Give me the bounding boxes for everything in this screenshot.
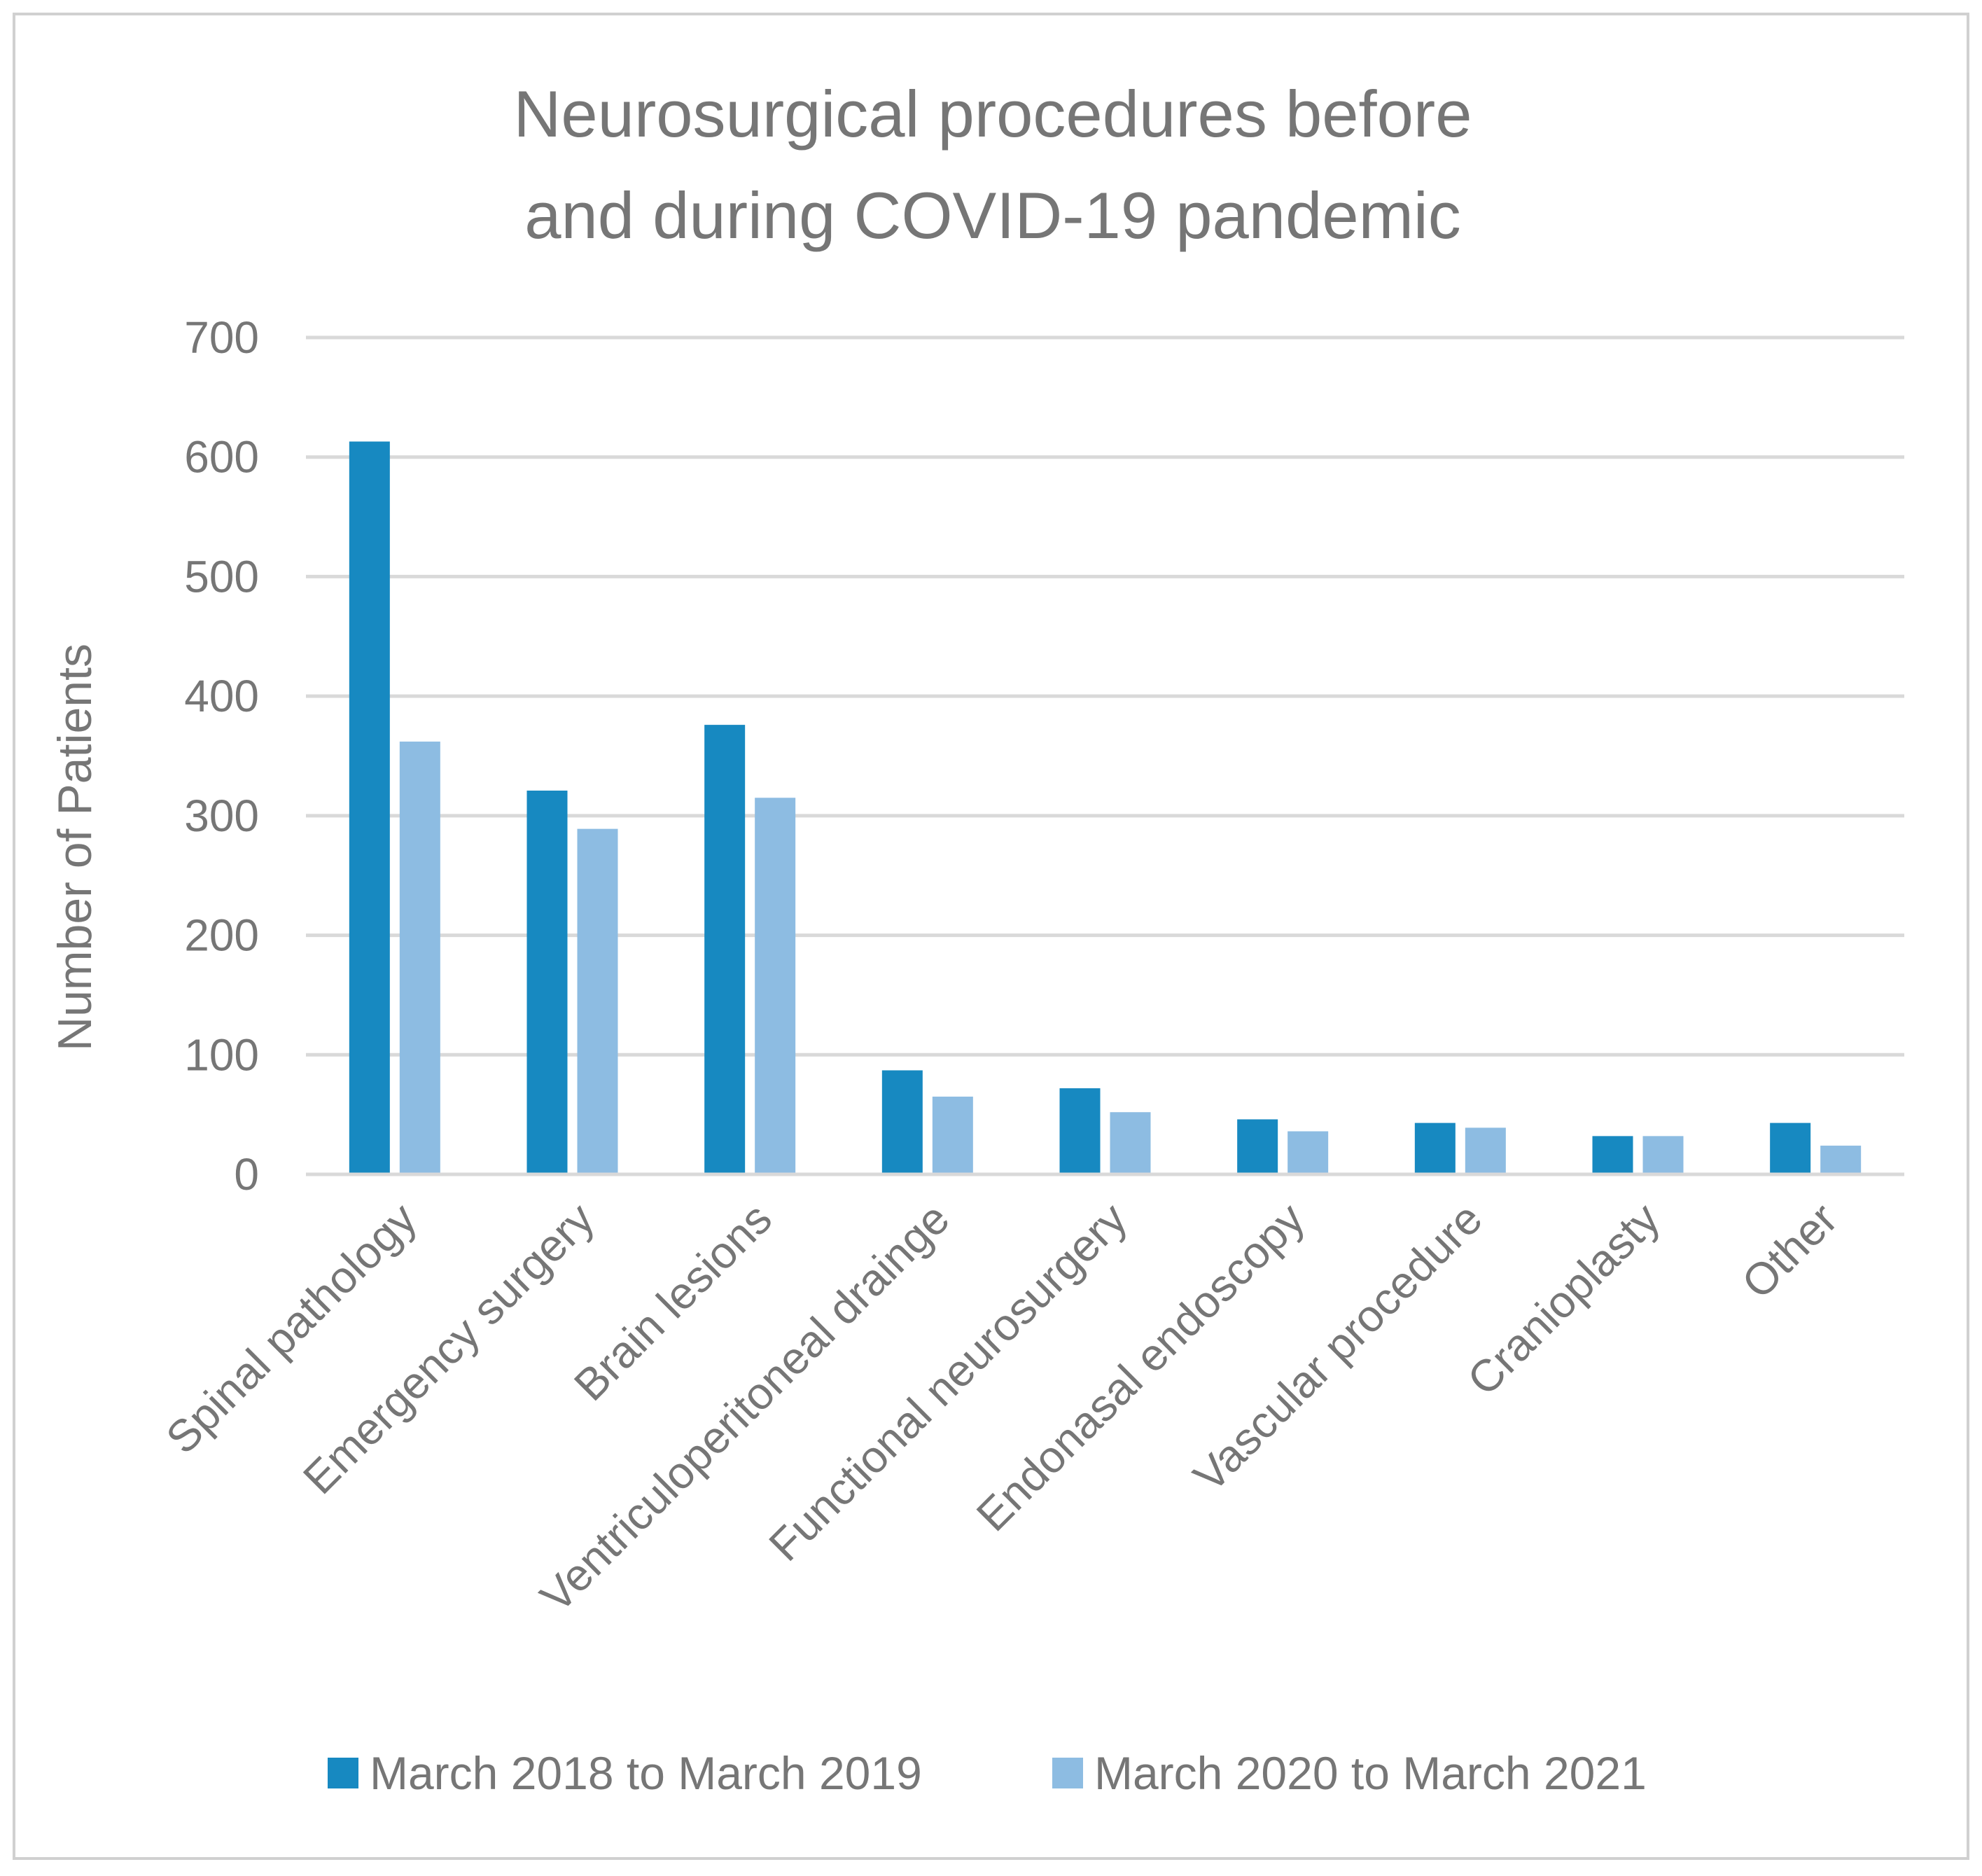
y-tick-label: 600: [184, 432, 259, 482]
bar-series-1: [526, 791, 568, 1174]
y-axis-label: Number of Patients: [48, 644, 102, 1051]
y-tick-label: 300: [184, 791, 259, 841]
y-tick-label: 700: [184, 312, 259, 363]
y-tick-label: 400: [184, 671, 259, 721]
bars: [349, 441, 1862, 1174]
y-tick-label: 100: [184, 1029, 259, 1080]
y-tick-label: 500: [184, 551, 259, 602]
bar-series-1: [1414, 1123, 1456, 1174]
legend-swatch-series-1: [328, 1758, 358, 1788]
bar-series-1: [1059, 1088, 1101, 1174]
bar-series-1: [1592, 1136, 1633, 1174]
bar-series-2: [755, 798, 796, 1174]
y-tick-label: 0: [234, 1149, 259, 1200]
legend-swatch-series-2: [1052, 1758, 1083, 1788]
bar-series-2: [1465, 1127, 1506, 1174]
bar-series-2: [577, 828, 618, 1174]
bar-series-2: [1642, 1136, 1684, 1174]
gridlines: [306, 335, 1904, 1057]
y-axis-tick-labels: 0 100 200 300 400 500 600 700: [184, 312, 259, 1200]
bar-series-2: [399, 742, 440, 1174]
bar-series-2: [1287, 1131, 1329, 1174]
y-tick-label: 200: [184, 910, 259, 961]
bar-series-2: [1820, 1146, 1862, 1174]
bar-series-2: [932, 1097, 973, 1174]
legend-label-series-2: March 2020 to March 2021: [1094, 1747, 1647, 1799]
legend-label-series-1: March 2018 to March 2019: [370, 1747, 922, 1799]
bar-series-1: [1237, 1119, 1278, 1174]
chart-title-line-2: and during COVID-19 pandemic: [524, 179, 1461, 252]
bar-series-1: [881, 1070, 923, 1174]
bar-series-2: [1110, 1112, 1151, 1174]
bar-series-1: [704, 725, 746, 1174]
chart-title-line-1: Neurosurgical procedures before: [514, 77, 1472, 151]
bar-series-1: [1770, 1123, 1811, 1174]
legend: March 2018 to March 2019 March 2020 to M…: [328, 1747, 1647, 1799]
bar-series-1: [349, 441, 390, 1174]
